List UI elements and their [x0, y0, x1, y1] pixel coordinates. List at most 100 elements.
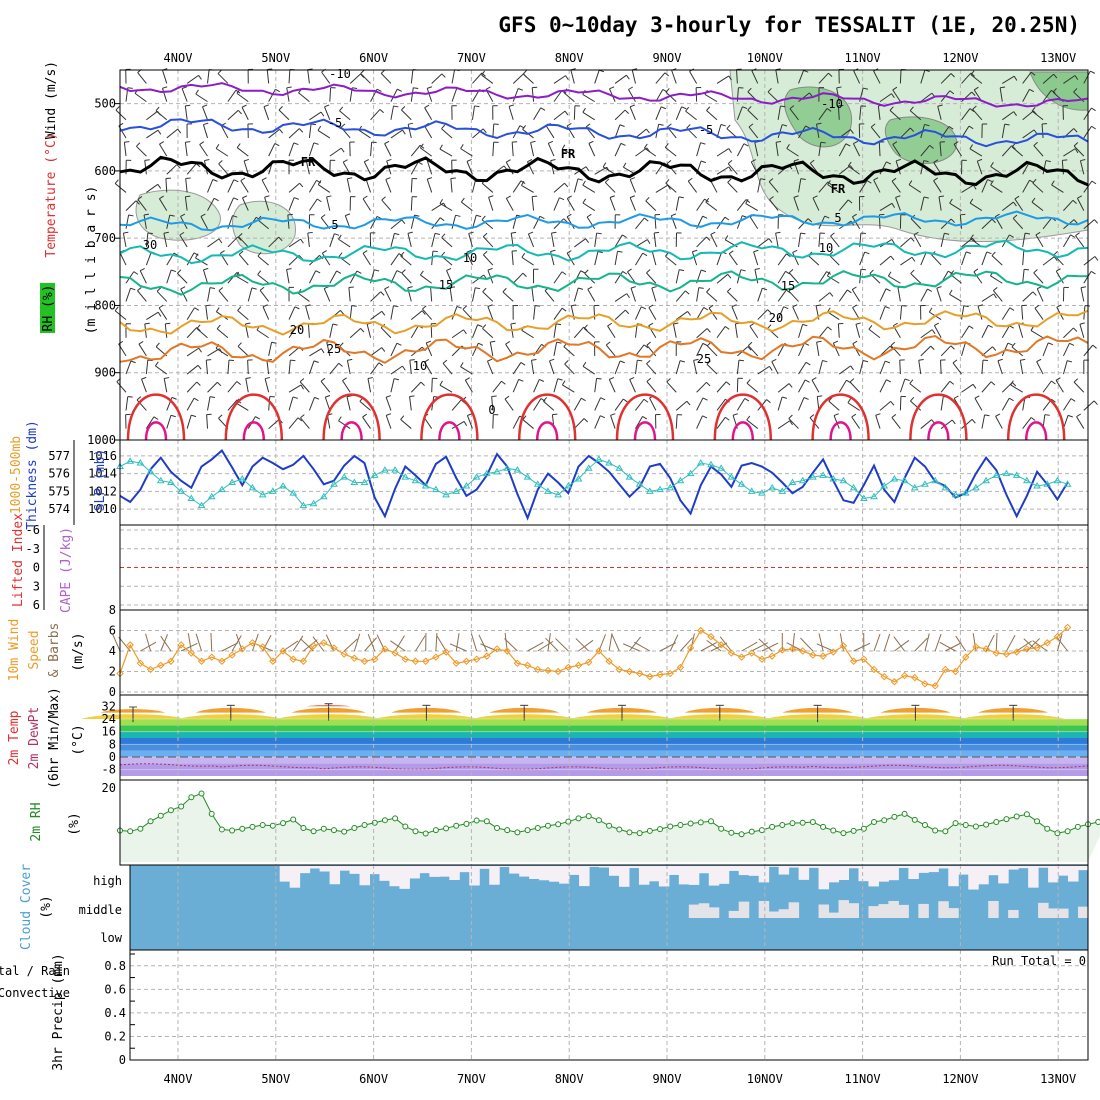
wind-barb [891, 180, 901, 193]
wind-barb-flag [255, 416, 260, 420]
cloud-mid-gap [918, 903, 929, 918]
wind-barb-flag [973, 86, 979, 91]
wind-barb-flag [518, 378, 524, 382]
wind-barb [895, 197, 901, 211]
wind-barb-flag [968, 125, 974, 130]
cloud-level-label: low [100, 931, 122, 945]
wind-barb-flag [740, 269, 746, 272]
wind-barb [384, 143, 392, 157]
wind-barb [238, 254, 249, 266]
wind-barb [630, 287, 636, 302]
wind-barb [329, 270, 337, 284]
wind-barb [179, 234, 188, 248]
wind-barb-flag [828, 72, 833, 77]
wind-barb-flag [953, 141, 959, 145]
wind-barb [288, 384, 302, 393]
wind-barb-flag [630, 286, 636, 289]
cloud-high-gap [878, 866, 889, 882]
wind10m-point [951, 667, 960, 676]
slp-line [119, 448, 1069, 521]
wind-barb-flag [162, 86, 168, 89]
thickness-point [156, 476, 165, 484]
wind-barb-flag [667, 123, 672, 128]
wind-barb [940, 396, 944, 411]
wind-barb [236, 402, 249, 411]
wind-barb-flag [1067, 360, 1073, 363]
wind-barb-flag [582, 361, 587, 367]
cloud-mid-gap [1048, 908, 1059, 918]
wind-barb [205, 360, 209, 375]
wind-barb-flag [362, 250, 368, 254]
wind-barb-flag [177, 269, 182, 274]
wind-barb-flag [754, 268, 760, 271]
wind-barb [614, 309, 626, 320]
wind-barb [818, 271, 828, 284]
rh2m-point [565, 818, 572, 825]
wind-barb-flag [890, 401, 895, 406]
wind-barb [976, 160, 983, 175]
cloud-high-gap [688, 866, 700, 885]
wind10m-point [432, 653, 440, 661]
rh2m-point [1034, 818, 1041, 825]
wind-barb-flag [154, 361, 159, 367]
wind-barb [1011, 146, 1024, 157]
wind10m-point [136, 659, 145, 668]
wind-barb [879, 360, 886, 375]
wind-barb [531, 360, 535, 375]
rh2m-point [891, 813, 898, 820]
wind-barb-flag [384, 140, 390, 145]
wind-barb-flag [455, 214, 461, 217]
cloud-high-gap [459, 866, 470, 873]
wind-barb [553, 110, 566, 121]
wind-barb [533, 216, 541, 229]
wind-barb [186, 252, 195, 266]
wind-barb [544, 290, 555, 302]
wind-barb-flag [666, 378, 671, 383]
wind10m-barb [800, 637, 814, 652]
wind-barb-flag [984, 414, 990, 417]
wind-barb [940, 345, 952, 357]
wind-barb [1042, 73, 1054, 84]
wind10m-barb [312, 636, 325, 652]
cloud-high-gap [888, 866, 899, 881]
wind-barb [163, 233, 168, 248]
wind-barb-flag [724, 235, 729, 241]
wind-barb-flag [893, 322, 898, 327]
wind-barb [410, 178, 413, 193]
wind-barb-flag [441, 73, 446, 78]
rh2m-point [453, 822, 460, 829]
wind-barb [691, 251, 698, 266]
rh2m-point [718, 825, 725, 832]
cloud-high-gap [908, 866, 919, 880]
wind10m-barb [303, 639, 318, 652]
wind-barb [146, 311, 159, 321]
rh2m-point [208, 810, 215, 817]
wind-barb-flag [264, 195, 270, 198]
wind-barb-flag [627, 268, 632, 273]
wind-barb [370, 142, 373, 157]
cloud-high-gap [329, 866, 341, 885]
wind-barb [268, 143, 276, 157]
wind-barb-flag [292, 396, 298, 399]
wind-barb [827, 184, 840, 193]
wind-barb [288, 360, 291, 375]
wind-barb [573, 418, 585, 429]
wind-barb [367, 378, 372, 393]
wind-barb-flag [746, 415, 751, 421]
wind-barb-flag [793, 158, 799, 162]
wind-barb-flag [610, 413, 616, 416]
wind-barb [338, 420, 351, 429]
wind10m-barb [353, 633, 361, 652]
rh2m-point [911, 816, 918, 823]
wind-barb-flag [884, 360, 891, 364]
rh2m-point [626, 829, 633, 836]
wind-barb [504, 398, 514, 411]
cloud-high-gap [589, 866, 600, 867]
rh2m-point [606, 822, 613, 829]
thickness-point [900, 476, 909, 484]
wind-barb-flag [679, 269, 685, 272]
wind10m-barb [853, 642, 871, 652]
cloud-high-gap [958, 866, 969, 875]
cloud-high-gap [938, 866, 949, 869]
wind-barb [235, 275, 249, 284]
